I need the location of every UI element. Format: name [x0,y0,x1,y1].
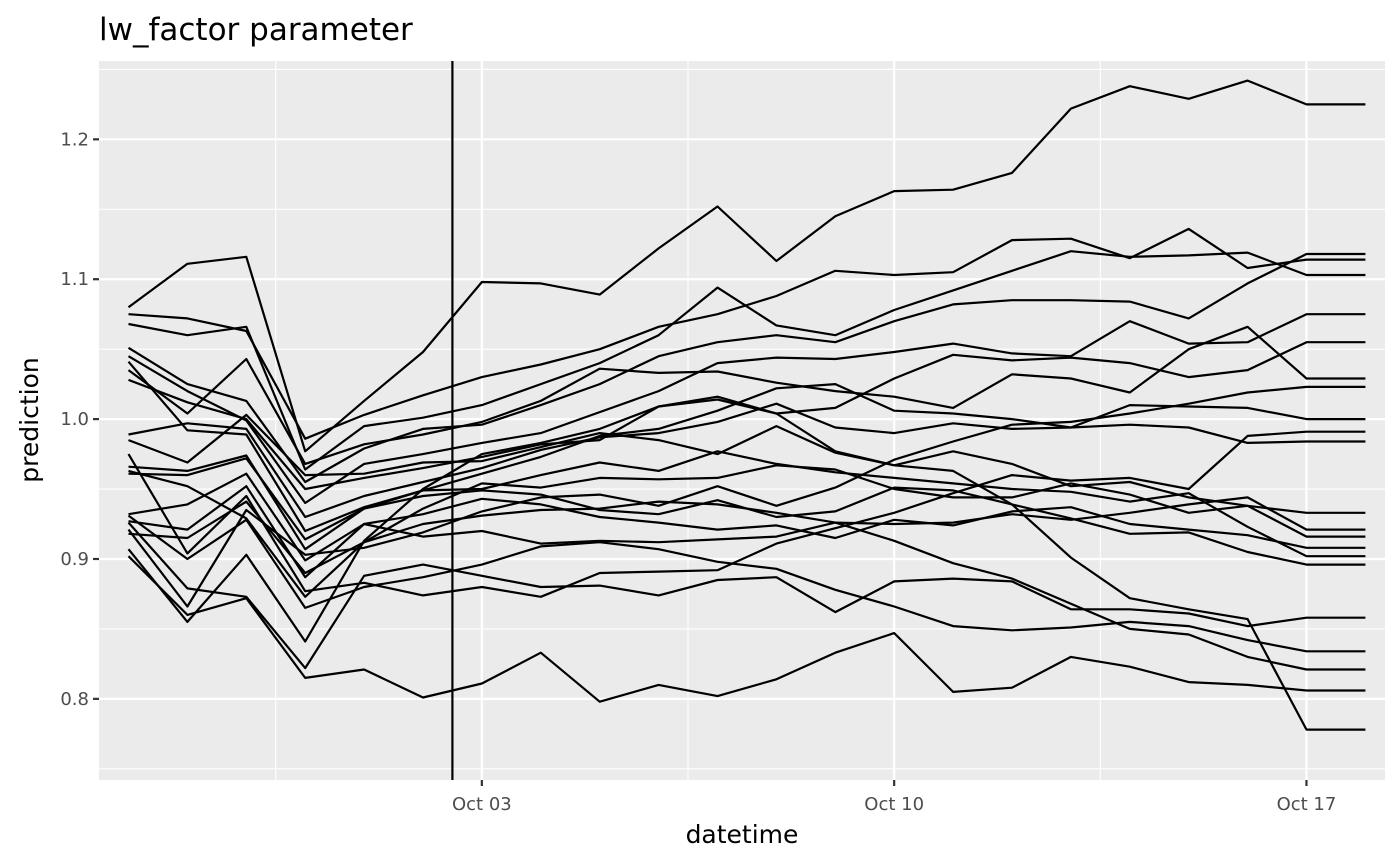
series-line-8 [128,402,1366,519]
series-line-20 [128,464,1366,598]
major-gridlines [99,61,1385,780]
minor-gridlines [99,61,1385,780]
series-line-15 [127,514,1366,653]
x-axis-title: datetime [686,820,799,849]
series-line-22 [127,385,1366,608]
series-line-21 [127,360,1366,533]
chart-title: lw_factor parameter [99,12,413,48]
y-axis: 0.8 0.9 1.0 1.1 1.2 [60,129,99,710]
series-line-17 [127,555,1366,703]
x-tick-label: Oct 17 [1277,794,1337,815]
series-lines [127,79,1366,731]
series-line-2 [128,227,1366,440]
series-line-14 [128,500,1366,671]
y-axis-title: prediction [15,357,44,482]
series-line-3 [128,250,1366,471]
y-tick-label: 1.2 [60,129,89,150]
series-line-9 [128,413,1366,514]
series-line-10 [128,450,1366,558]
series-line-19 [127,430,1366,598]
x-tick-label: Oct 03 [452,794,512,815]
x-tick-label: Oct 10 [864,794,924,815]
series-line-12 [128,472,1366,562]
series-line-18 [127,395,1366,731]
series-line-16 [127,521,1366,670]
y-tick-label: 0.8 [60,689,89,710]
x-axis: Oct 03 Oct 10 Oct 17 [452,780,1336,815]
y-tick-label: 1.0 [60,409,89,430]
plot-panel [99,61,1385,780]
series-line-7 [128,341,1366,491]
y-tick-label: 1.1 [60,269,89,290]
series-line-4 [127,252,1366,484]
y-tick-label: 0.9 [60,549,89,570]
